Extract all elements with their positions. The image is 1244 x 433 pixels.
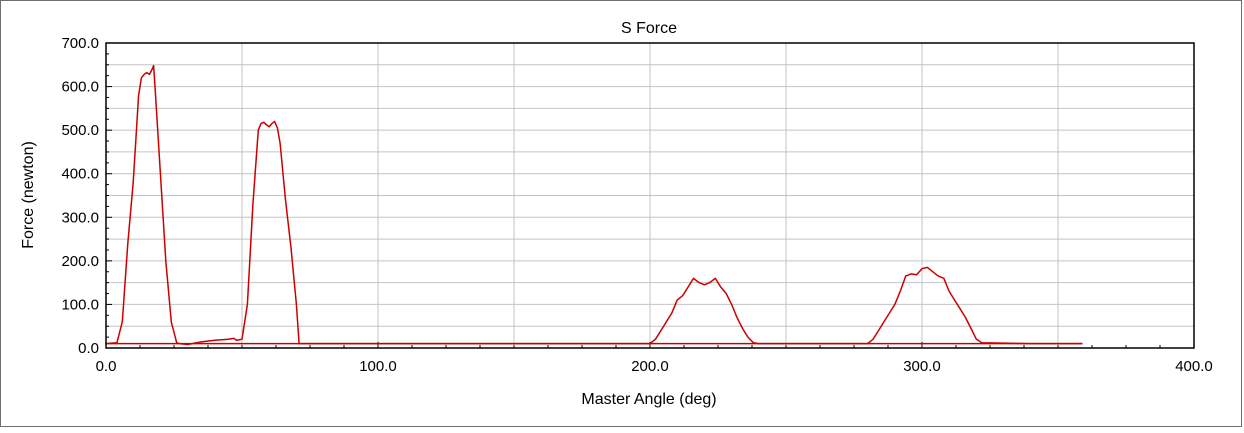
x-tick-label: 300.0 (903, 358, 941, 375)
x-tick-label: 400.0 (1175, 358, 1213, 375)
x-tick-label: 200.0 (631, 358, 669, 375)
y-tick-label: 500.0 (61, 122, 99, 139)
grid (106, 43, 1194, 348)
y-axis-tick-labels: 0.0 100.0 200.0 300.0 400.0 500.0 600.0 700.0 (61, 35, 99, 357)
y-tick-label: 200.0 (61, 253, 99, 270)
y-tick-label: 100.0 (61, 296, 99, 313)
plot-area-border (105, 42, 1195, 349)
x-axis-title: Master Angle (deg) (581, 391, 716, 408)
y-tick-label: 700.0 (61, 35, 99, 52)
series-line-1 (105, 64, 1083, 346)
x-axis-tick-labels: 0.0 100.0 200.0 300.0 400.0 (96, 358, 1213, 375)
y-tick-label: 300.0 (61, 209, 99, 226)
chart-title: S Force (621, 20, 677, 37)
y-tick-label: 600.0 (61, 79, 99, 96)
y-axis-title: Force (newton) (20, 141, 37, 249)
x-tick-label: 0.0 (96, 358, 117, 375)
x-tick-label: 100.0 (359, 358, 397, 375)
y-tick-label: 400.0 (61, 166, 99, 183)
series-layer (105, 64, 1083, 346)
y-tick-label: 0.0 (78, 340, 99, 357)
